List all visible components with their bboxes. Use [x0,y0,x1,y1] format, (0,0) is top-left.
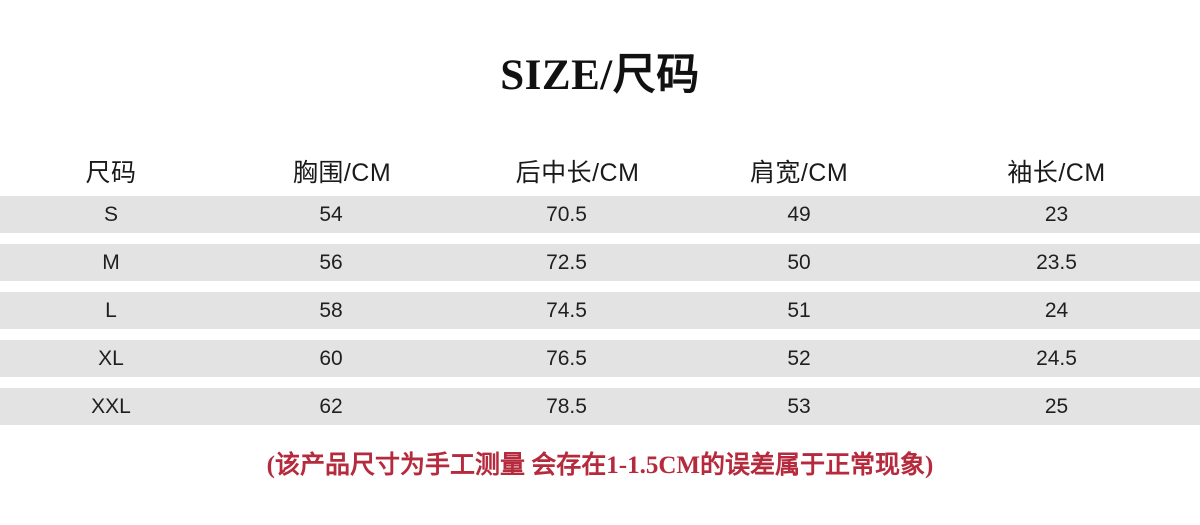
cell-sleeve: 24 [1044,299,1069,322]
cell-back-length: 74.5 [546,299,587,322]
cell-size: XXL [91,395,131,418]
cell-bust: 56 [319,251,343,274]
column-header-shoulder: 肩宽/CM [749,158,849,187]
cell-shoulder: 53 [787,395,811,418]
cell-bust: 58 [319,299,343,322]
cell-shoulder: 51 [787,299,811,322]
cell-bust: 62 [319,395,343,418]
cell-back-length: 72.5 [546,251,587,274]
cell-sleeve: 24.5 [1036,347,1077,370]
table-row: XL 60 76.5 52 24.5 [0,340,1200,377]
measurement-disclaimer: (该产品尺寸为手工测量 会存在1-1.5CM的误差属于正常现象) [266,452,934,479]
cell-back-length: 76.5 [546,347,587,370]
cell-bust: 54 [319,203,343,226]
column-header-size: 尺码 [85,158,137,187]
cell-size: S [103,203,118,226]
cell-sleeve: 25 [1044,395,1069,418]
cell-sleeve: 23.5 [1036,251,1077,274]
table-row: M 56 72.5 50 23.5 [0,244,1200,281]
table-row: XXL 62 78.5 53 25 [0,388,1200,425]
column-header-back-length: 后中长/CM [515,158,640,187]
size-table: 尺码 胸围/CM 后中长/CM 肩宽/CM 袖长/CM S 54 70.5 49… [0,150,1200,425]
cell-back-length: 78.5 [546,395,587,418]
column-header-sleeve: 袖长/CM [1007,158,1106,187]
cell-shoulder: 49 [787,203,811,226]
cell-shoulder: 50 [787,251,811,274]
page-title: SIZE/尺码 [500,52,700,99]
cell-size: M [102,251,120,274]
table-row: S 54 70.5 49 23 [0,196,1200,233]
cell-bust: 60 [319,347,343,370]
table-row: L 58 74.5 51 24 [0,292,1200,329]
cell-size: L [105,299,117,322]
cell-shoulder: 52 [787,347,811,370]
cell-size: XL [98,347,124,370]
cell-sleeve: 23 [1044,203,1069,226]
cell-back-length: 70.5 [546,203,587,226]
column-header-bust: 胸围/CM [292,158,392,187]
table-header-row: 尺码 胸围/CM 后中长/CM 肩宽/CM 袖长/CM [0,150,1200,196]
